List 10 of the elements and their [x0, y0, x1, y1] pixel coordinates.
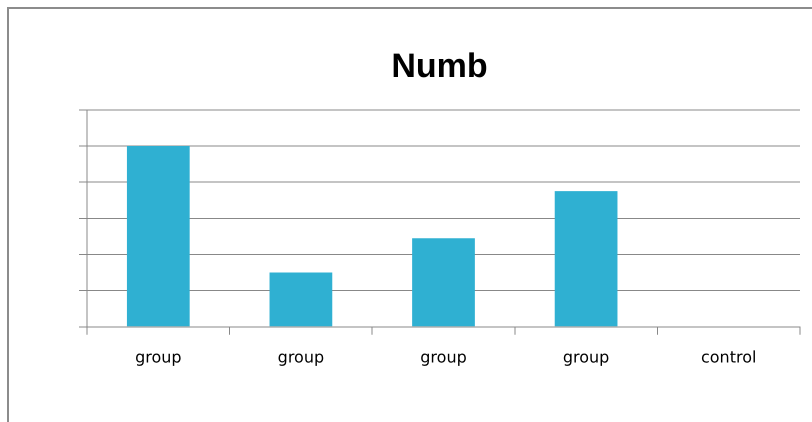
bar — [270, 272, 332, 326]
chart-title: Numb — [391, 46, 488, 85]
x-tick-label: control — [700, 348, 756, 367]
x-tick-label: group — [135, 348, 182, 367]
bar — [554, 191, 618, 326]
bar — [412, 238, 475, 326]
bar — [126, 146, 190, 326]
x-tick-label: group — [278, 348, 324, 367]
x-tick-label: group — [420, 348, 467, 367]
x-tick-label: group — [562, 348, 610, 367]
